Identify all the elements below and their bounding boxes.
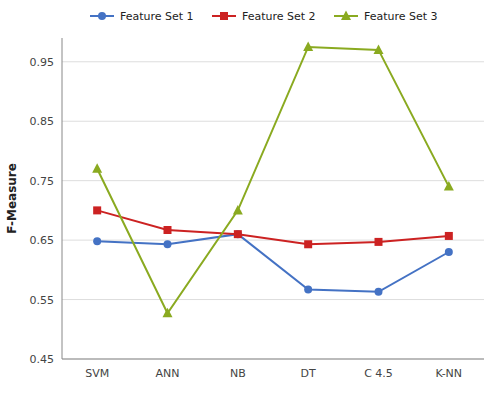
- series-line: [97, 234, 449, 292]
- x-tick-label: K-NN: [436, 367, 463, 380]
- legend-label: Feature Set 2: [242, 10, 316, 23]
- legend-marker: [220, 12, 228, 20]
- data-point: [444, 181, 454, 191]
- y-axis-label: F-Measure: [5, 163, 19, 234]
- data-point: [93, 206, 101, 214]
- data-point: [163, 308, 173, 318]
- grid-line: [62, 180, 484, 181]
- data-point: [374, 44, 384, 54]
- data-point: [445, 248, 453, 256]
- series-line: [97, 47, 449, 313]
- y-tick-label: 0.95: [30, 56, 55, 69]
- x-tick-label: NB: [230, 367, 246, 380]
- grid-line: [62, 61, 484, 62]
- data-point: [233, 205, 243, 215]
- x-tick-label: ANN: [156, 367, 180, 380]
- legend-marker: [341, 11, 351, 21]
- x-tick-label: C 4.5: [364, 367, 393, 380]
- series-line: [97, 210, 449, 244]
- chart: 0.45 0.55 0.65 0.75 0.85 0.95 SVM ANN NB DT C 4.5 K…: [0, 0, 500, 393]
- y-axis: [62, 38, 63, 359]
- data-point: [304, 240, 312, 248]
- legend: Feature Set 1 Feature Set 2 Feature Set 3: [90, 10, 438, 23]
- y-tick-label: 0.65: [30, 234, 55, 247]
- y-tick-label: 0.45: [30, 353, 55, 366]
- data-point: [234, 230, 242, 238]
- data-point: [375, 288, 383, 296]
- grid-line: [62, 299, 484, 300]
- grid-line: [62, 359, 484, 360]
- data-point: [93, 237, 101, 245]
- y-tick-label: 0.55: [30, 294, 55, 307]
- data-point: [303, 41, 313, 51]
- data-point: [375, 238, 383, 246]
- grid-line: [62, 121, 484, 122]
- y-tick-label: 0.75: [30, 175, 55, 188]
- plot-area: [92, 41, 454, 317]
- x-axis: [62, 359, 484, 360]
- x-tick-label: SVM: [85, 367, 109, 380]
- data-point: [92, 163, 102, 173]
- x-tick-label: DT: [301, 367, 316, 380]
- legend-marker: [98, 12, 106, 20]
- data-point: [234, 230, 242, 238]
- data-point: [164, 240, 172, 248]
- data-point: [164, 226, 172, 234]
- legend-label: Feature Set 3: [364, 10, 438, 23]
- data-point: [445, 232, 453, 240]
- data-point: [304, 285, 312, 293]
- legend-label: Feature Set 1: [120, 10, 194, 23]
- y-tick-label: 0.85: [30, 115, 55, 128]
